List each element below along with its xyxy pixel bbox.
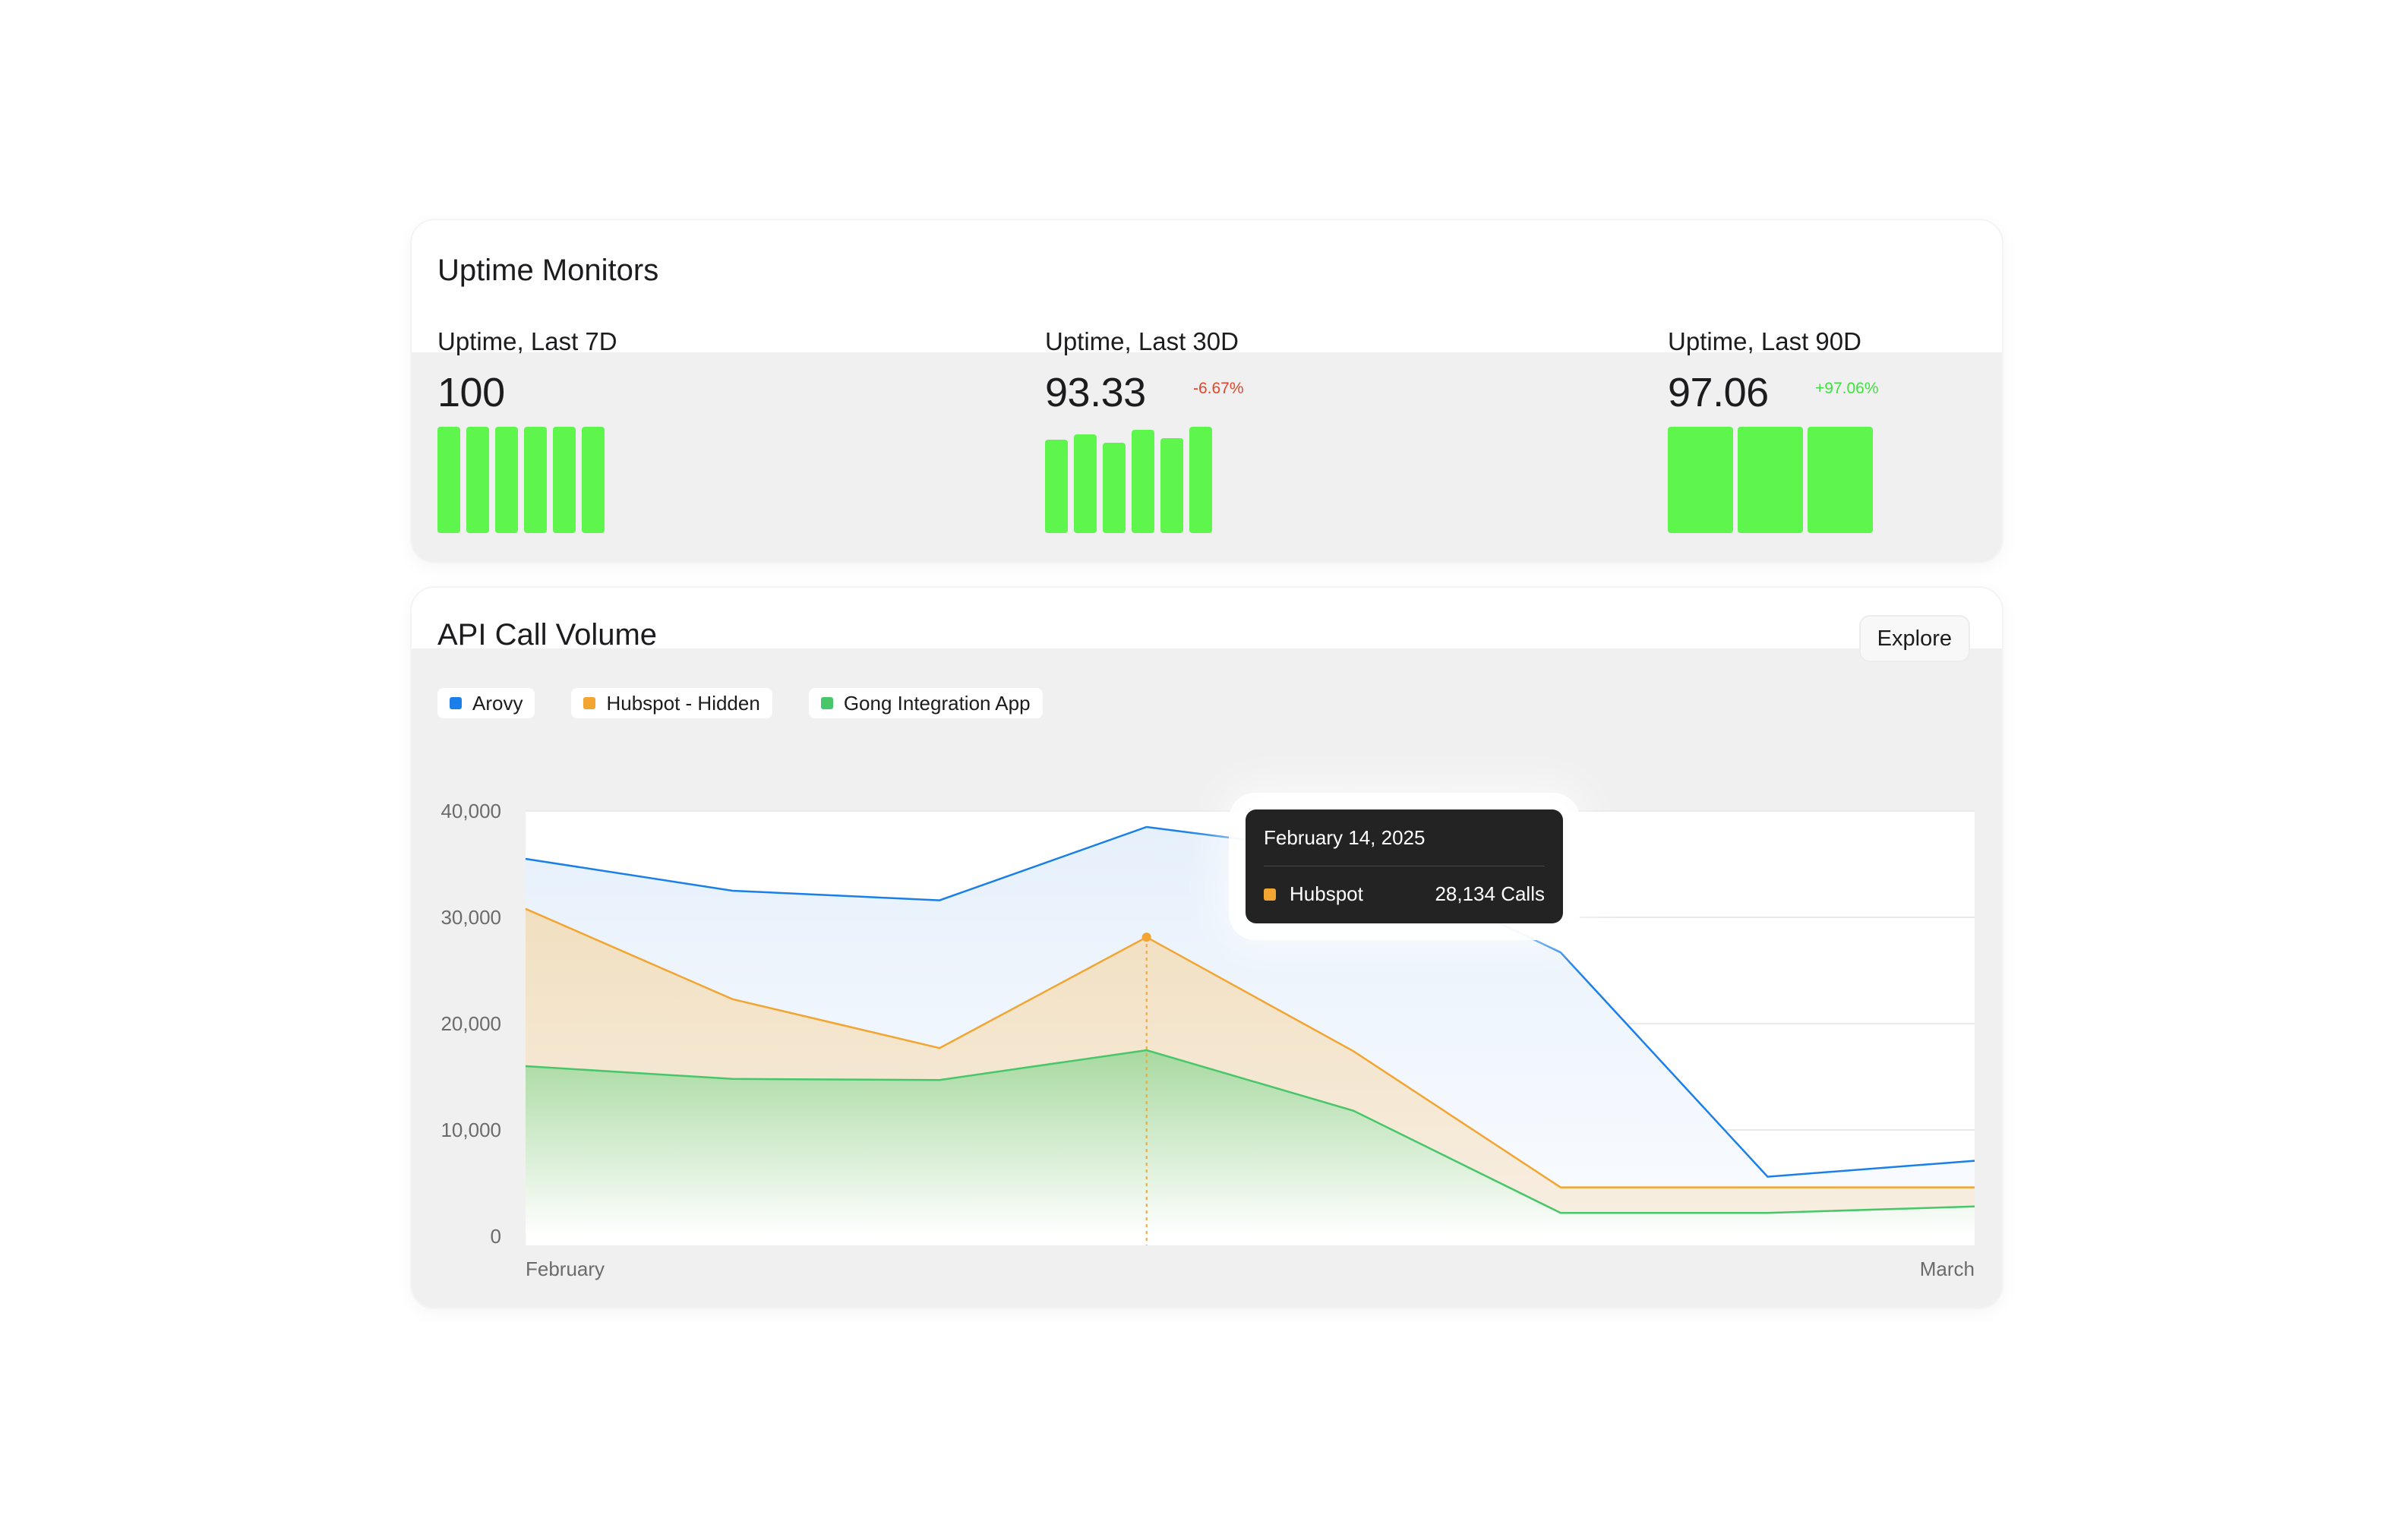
api-title: API Call Volume	[437, 618, 658, 652]
y-tick-label: 30,000	[440, 906, 501, 929]
uptime-bar	[1189, 427, 1212, 533]
metric-90d-label: Uptime, Last 90D	[1668, 327, 1861, 355]
y-tick-label: 40,000	[440, 800, 501, 822]
uptime-30d-bars	[1045, 427, 1215, 533]
uptime-bar	[524, 427, 547, 533]
uptime-bar	[1160, 438, 1183, 533]
uptime-bar	[1045, 439, 1068, 533]
uptime-bar	[1103, 443, 1126, 533]
x-tick-label-start: February	[526, 1258, 605, 1280]
y-tick-label: 20,000	[440, 1012, 501, 1035]
y-tick-label: 10,000	[440, 1119, 501, 1141]
tooltip-swatch	[1264, 888, 1276, 901]
uptime-90d-bars	[1668, 427, 1874, 533]
api-card-header: API Call Volume	[412, 588, 2002, 652]
uptime-bar	[437, 427, 460, 533]
uptime-title: Uptime Monitors	[437, 254, 659, 287]
uptime-bar	[466, 427, 489, 533]
uptime-bar	[495, 427, 518, 533]
uptime-bar	[553, 427, 576, 533]
tooltip-row: Hubspot 28,134 Calls	[1264, 882, 1545, 906]
highlight-point[interactable]	[1141, 933, 1151, 942]
explore-button[interactable]: Explore	[1858, 615, 1970, 662]
tooltip-value: 28,134 Calls	[1435, 882, 1545, 905]
line-hubspot-hidden	[525, 907, 1975, 1188]
legend-item-hubspot[interactable]: Hubspot - Hidden	[571, 688, 772, 718]
legend-label-gong: Gong Integration App	[843, 691, 1031, 715]
area-gong-integration-app	[526, 1050, 1975, 1236]
api-area-chart[interactable]: 0 10,000 20,000 30,000 40,000 February March	[412, 588, 2002, 1308]
chart-areas	[526, 827, 1975, 1236]
legend-label-hubspot: Hubspot - Hidden	[606, 691, 760, 715]
api-call-volume-card: API Call Volume Explore Arovy Hubspot - …	[412, 588, 2002, 1308]
legend-item-arovy[interactable]: Arovy	[437, 688, 535, 718]
chart-legend: Arovy Hubspot - Hidden Gong Integration …	[437, 688, 1043, 718]
uptime-card-header: Uptime Monitors Uptime, Last 7D Uptime, …	[412, 220, 2002, 355]
chart-tooltip: February 14, 2025 Hubspot 28,134 Calls	[1246, 809, 1563, 923]
uptime-bar	[1668, 427, 1733, 533]
uptime-bar	[582, 427, 605, 533]
uptime-bar	[1132, 430, 1154, 533]
legend-swatch-gong	[820, 697, 833, 709]
metric-30d-value: 93.33	[1045, 370, 1146, 415]
tooltip-date: February 14, 2025	[1264, 826, 1426, 849]
metric-7d-value: 100	[437, 370, 505, 415]
uptime-bar	[1738, 427, 1803, 533]
metric-30d-delta: -6.67%	[1193, 380, 1244, 397]
metric-7d-label: Uptime, Last 7D	[437, 327, 617, 355]
legend-item-gong[interactable]: Gong Integration App	[808, 688, 1043, 718]
uptime-monitors-card: Uptime Monitors Uptime, Last 7D Uptime, …	[412, 220, 2002, 562]
uptime-7d-bars	[437, 427, 608, 533]
uptime-bar	[1808, 427, 1873, 533]
metric-30d-label: Uptime, Last 30D	[1045, 327, 1239, 355]
line-gong-integration-app	[525, 1049, 1975, 1214]
tooltip-series: Hubspot	[1290, 882, 1363, 905]
metric-90d-value: 97.06	[1668, 370, 1769, 415]
uptime-bar	[1074, 434, 1097, 533]
chart-axes: 0 10,000 20,000 30,000 40,000 February March	[440, 800, 1975, 1280]
y-tick-label: 0	[491, 1225, 501, 1248]
x-tick-label-end: March	[1920, 1258, 1975, 1280]
metric-90d-delta: +97.06%	[1815, 380, 1879, 397]
legend-label-arovy: Arovy	[472, 691, 523, 715]
legend-swatch-hubspot	[583, 697, 596, 709]
legend-swatch-arovy	[450, 697, 462, 709]
